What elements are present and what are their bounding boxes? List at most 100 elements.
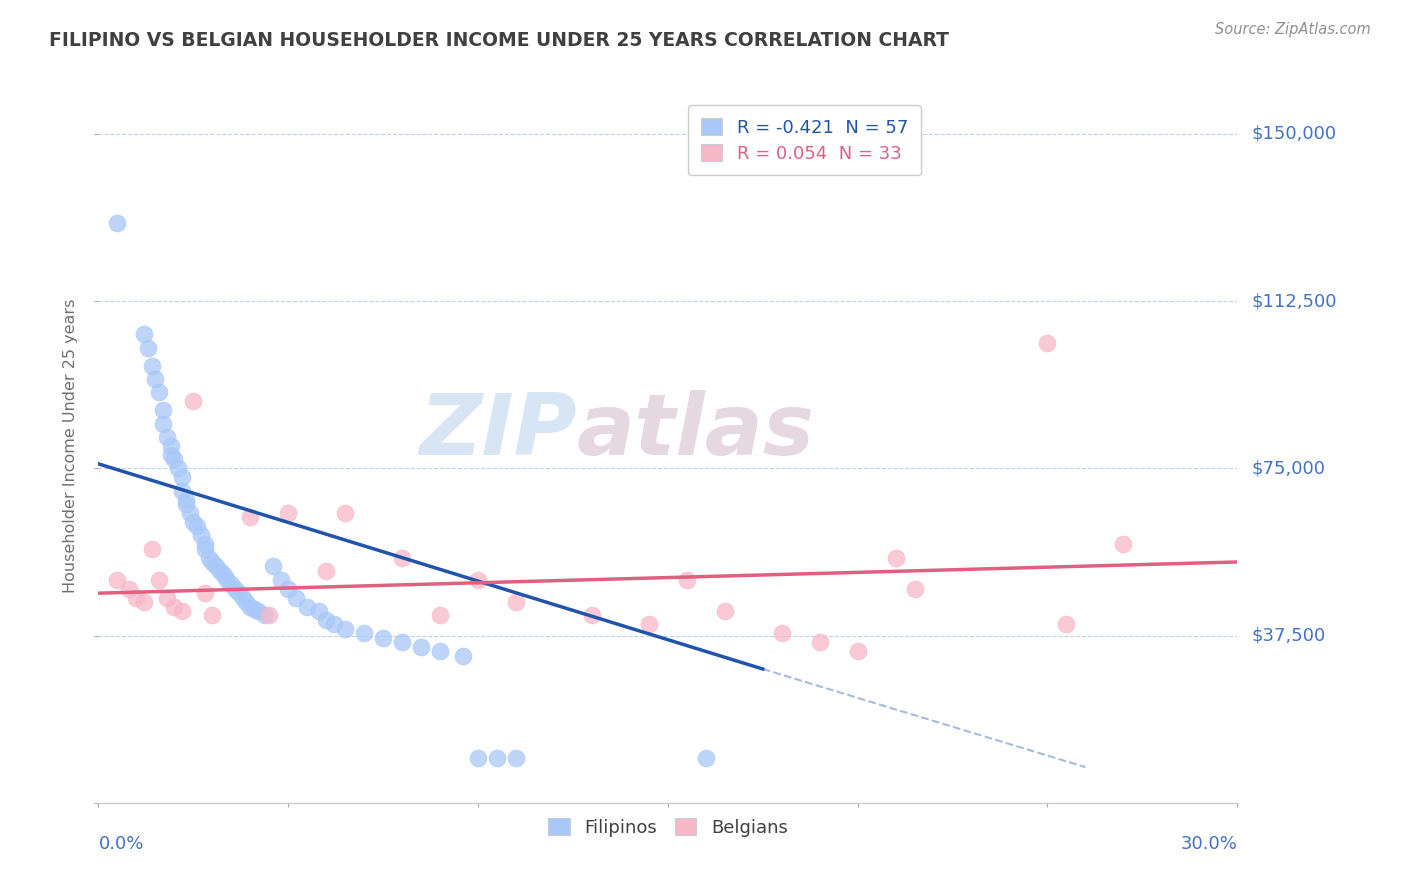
- Point: [167, 461, 190, 475]
- Point: [770, 626, 793, 640]
- Point: [107, 216, 129, 230]
- Point: [186, 519, 208, 533]
- Point: [353, 626, 375, 640]
- Point: [194, 586, 217, 600]
- Point: [239, 599, 262, 614]
- Point: [156, 591, 179, 605]
- Point: [335, 506, 357, 520]
- Point: [145, 372, 167, 386]
- Point: [152, 417, 174, 431]
- Point: [391, 635, 413, 649]
- Point: [284, 591, 307, 605]
- Point: [174, 492, 197, 507]
- Point: [638, 617, 661, 632]
- Point: [205, 559, 228, 574]
- Point: [183, 515, 205, 529]
- Point: [581, 608, 603, 623]
- Point: [277, 506, 299, 520]
- Point: [429, 644, 451, 658]
- Point: [259, 608, 281, 623]
- Point: [197, 550, 219, 565]
- Text: FILIPINO VS BELGIAN HOUSEHOLDER INCOME UNDER 25 YEARS CORRELATION CHART: FILIPINO VS BELGIAN HOUSEHOLDER INCOME U…: [49, 31, 949, 50]
- Point: [486, 751, 509, 765]
- Point: [208, 564, 231, 578]
- Point: [118, 582, 141, 596]
- Point: [194, 541, 217, 556]
- Point: [201, 608, 224, 623]
- Point: [335, 622, 357, 636]
- Text: $112,500: $112,500: [1251, 292, 1337, 310]
- Point: [194, 537, 217, 551]
- Point: [212, 568, 235, 582]
- Point: [429, 608, 451, 623]
- Point: [174, 497, 197, 511]
- Point: [467, 573, 489, 587]
- Point: [190, 528, 212, 542]
- Point: [904, 582, 927, 596]
- Text: 30.0%: 30.0%: [1181, 835, 1237, 854]
- Legend: Filipinos, Belgians: Filipinos, Belgians: [541, 811, 794, 844]
- Y-axis label: Householder Income Under 25 years: Householder Income Under 25 years: [63, 299, 79, 593]
- Point: [232, 591, 254, 605]
- Point: [467, 751, 489, 765]
- Point: [505, 751, 527, 765]
- Text: Source: ZipAtlas.com: Source: ZipAtlas.com: [1215, 22, 1371, 37]
- Point: [217, 573, 239, 587]
- Point: [411, 640, 433, 654]
- Point: [163, 452, 186, 467]
- Point: [107, 573, 129, 587]
- Point: [714, 604, 737, 618]
- Point: [224, 582, 246, 596]
- Point: [322, 617, 344, 632]
- Point: [159, 439, 181, 453]
- Point: [246, 604, 269, 618]
- Point: [884, 550, 907, 565]
- Point: [808, 635, 831, 649]
- Point: [262, 559, 284, 574]
- Point: [239, 510, 262, 524]
- Point: [125, 591, 148, 605]
- Point: [243, 601, 266, 615]
- Point: [136, 341, 159, 355]
- Point: [141, 359, 163, 373]
- Point: [228, 586, 250, 600]
- Text: $150,000: $150,000: [1251, 125, 1336, 143]
- Point: [179, 506, 201, 520]
- Point: [297, 599, 319, 614]
- Point: [1056, 617, 1078, 632]
- Text: 0.0%: 0.0%: [98, 835, 143, 854]
- Point: [221, 577, 243, 591]
- Text: atlas: atlas: [576, 390, 815, 474]
- Point: [235, 595, 257, 609]
- Point: [315, 613, 337, 627]
- Point: [505, 595, 527, 609]
- Point: [1112, 537, 1135, 551]
- Point: [254, 608, 277, 623]
- Point: [148, 573, 170, 587]
- Point: [277, 582, 299, 596]
- Text: $75,000: $75,000: [1251, 459, 1326, 477]
- Text: ZIP: ZIP: [419, 390, 576, 474]
- Point: [163, 599, 186, 614]
- Point: [451, 648, 474, 663]
- Point: [1036, 336, 1059, 351]
- Point: [315, 564, 337, 578]
- Point: [141, 541, 163, 556]
- Point: [695, 751, 717, 765]
- Point: [132, 327, 155, 342]
- Point: [159, 448, 181, 462]
- Point: [170, 604, 193, 618]
- Point: [201, 555, 224, 569]
- Point: [156, 430, 179, 444]
- Point: [270, 573, 292, 587]
- Point: [371, 631, 394, 645]
- Text: $37,500: $37,500: [1251, 626, 1326, 645]
- Point: [148, 385, 170, 400]
- Point: [170, 470, 193, 484]
- Point: [391, 550, 413, 565]
- Point: [846, 644, 869, 658]
- Point: [132, 595, 155, 609]
- Point: [152, 403, 174, 417]
- Point: [676, 573, 699, 587]
- Point: [170, 483, 193, 498]
